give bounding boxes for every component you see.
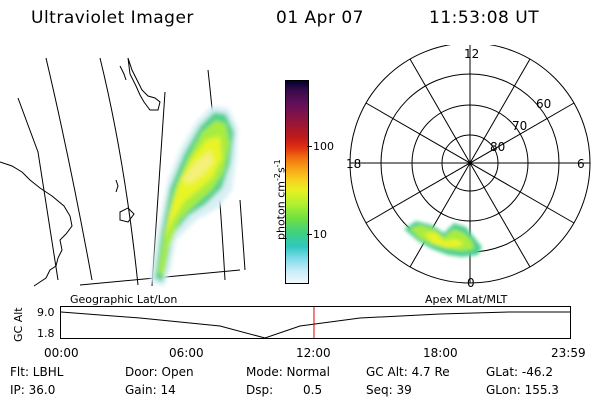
colorbar-tick-10: [307, 234, 312, 235]
altitude-curve: [60, 311, 570, 339]
mlt-label-18: 18: [346, 157, 362, 171]
mlt-label-6: 6: [577, 157, 585, 171]
colorbar-label-10: 10: [313, 228, 327, 241]
status-door: Door: Open: [125, 365, 194, 379]
status-dsp-value: 0.5: [303, 383, 323, 397]
mlt-label-12: 12: [464, 47, 480, 61]
altitude-ytick-1-8: 1.8: [37, 327, 55, 340]
aurora-oval-polar: [404, 221, 482, 257]
status-seq: Seq: 39: [366, 383, 412, 397]
status-glat: GLat: -46.2: [486, 365, 553, 379]
status-mode: Mode: Normal: [246, 365, 330, 379]
status-gc-alt: GC Alt: 4.7 Re: [366, 365, 450, 379]
geographic-image-panel: [0, 57, 246, 287]
polar-panel-label: Apex MLat/MLT: [425, 293, 508, 306]
header-time: 11:53:08 UT: [429, 8, 540, 28]
status-dsp-label: Dsp:: [246, 383, 274, 397]
time-tick-1800: 18:00: [423, 346, 458, 360]
status-flt: Flt: LBHL: [10, 365, 64, 379]
altitude-timeline-plot: [60, 306, 571, 339]
geographic-panel-label: Geographic Lat/Lon: [70, 293, 178, 306]
altitude-plot-frame: [60, 306, 571, 339]
altitude-ylabel: GC Alt: [12, 307, 25, 342]
header-date: 01 Apr 07: [276, 8, 364, 28]
time-tick-1200: 12:00: [296, 346, 331, 360]
time-tick-0000: 00:00: [44, 346, 79, 360]
app-title: Ultraviolet Imager: [31, 8, 194, 28]
status-glon: GLon: 155.3: [486, 383, 559, 397]
time-tick-0600: 06:00: [169, 346, 204, 360]
polar-mlat-mlt-plot: [349, 45, 591, 284]
colorbar-label-100: 100: [313, 140, 334, 153]
mlat-label-70: 70: [512, 119, 528, 133]
status-gain: Gain: 14: [125, 383, 176, 397]
status-ip: IP: 36.0: [10, 383, 56, 397]
mlt-label-0: 0: [467, 276, 475, 290]
mlat-label-80: 80: [490, 140, 506, 154]
colorbar: [285, 80, 309, 284]
coastline-outlines: [0, 57, 161, 287]
altitude-ytick-9: 9.0: [37, 306, 55, 319]
mlat-label-60: 60: [536, 97, 552, 111]
aurora-emission-geo: [150, 106, 238, 286]
time-tick-2359: 23:59: [551, 346, 586, 360]
colorbar-unit-label: photon cm-2s-1: [273, 159, 288, 240]
colorbar-tick-100: [307, 146, 312, 147]
